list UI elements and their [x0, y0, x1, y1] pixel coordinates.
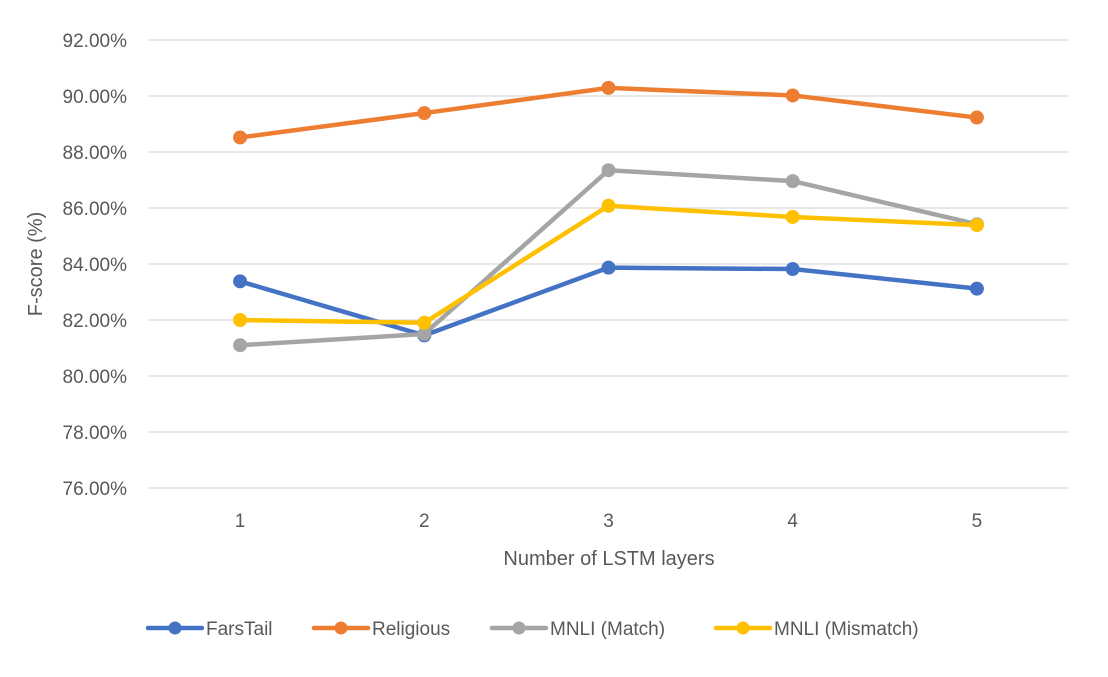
- data-point: [785, 174, 800, 189]
- y-tick-label: 92.00%: [63, 31, 128, 52]
- y-tick-label: 86.00%: [63, 199, 128, 220]
- legend-swatch-marker: [512, 621, 526, 635]
- data-point: [785, 209, 800, 224]
- series-line: [237, 167, 980, 348]
- legend-item: MNLI (Match): [489, 619, 665, 640]
- x-tick-label: 4: [787, 511, 798, 532]
- y-tick-label: 88.00%: [63, 143, 128, 164]
- series-religious: [233, 80, 984, 145]
- x-axis-title: Number of LSTM layers: [503, 548, 714, 570]
- series-line: [237, 265, 980, 338]
- data-point: [785, 262, 800, 277]
- data-point: [969, 281, 984, 296]
- series-group: [233, 80, 984, 353]
- data-point: [417, 106, 432, 121]
- legend: FarsTail Religious MNLI (Match) MNLI (Misma…: [145, 619, 919, 640]
- data-point: [785, 88, 800, 103]
- legend-item: FarsTail: [145, 619, 273, 640]
- legend-item: Religious: [311, 619, 450, 640]
- y-tick-label: 82.00%: [63, 311, 128, 332]
- legend-swatch-marker: [334, 621, 348, 635]
- series-farstail: [233, 260, 984, 343]
- y-tick-label: 84.00%: [63, 255, 128, 276]
- data-point: [601, 80, 616, 95]
- x-tick-label: 3: [603, 511, 614, 532]
- legend-label: MNLI (Mismatch): [774, 619, 919, 640]
- y-axis-ticks: 76.00% 78.00% 80.00% 82.00% 84.00% 86.00% 88.0…: [63, 31, 128, 500]
- series-mnli-mismatch: [233, 198, 984, 330]
- x-tick-label: 5: [972, 511, 983, 532]
- data-point: [233, 274, 248, 289]
- legend-label: MNLI (Match): [550, 619, 665, 640]
- x-axis-ticks: 1 2 3 4 5: [235, 511, 982, 532]
- data-point: [969, 110, 984, 125]
- legend-swatch-marker: [168, 621, 182, 635]
- data-point: [233, 338, 248, 353]
- y-tick-label: 80.00%: [63, 367, 128, 388]
- legend-swatch-marker: [736, 621, 750, 635]
- data-point: [233, 313, 248, 327]
- x-tick-label: 1: [235, 511, 246, 532]
- y-tick-label: 76.00%: [63, 479, 128, 500]
- data-point: [601, 260, 616, 275]
- series-line: [237, 85, 980, 140]
- y-tick-label: 78.00%: [63, 423, 128, 444]
- x-tick-label: 2: [419, 511, 430, 532]
- data-point: [601, 198, 616, 213]
- y-tick-label: 90.00%: [63, 87, 128, 108]
- data-point: [969, 218, 984, 233]
- legend-item: MNLI (Mismatch): [713, 619, 919, 640]
- data-point: [417, 315, 432, 330]
- data-point: [601, 163, 616, 178]
- legend-label: Religious: [372, 619, 450, 640]
- data-point: [233, 130, 248, 145]
- legend-label: FarsTail: [206, 619, 273, 640]
- y-axis-title: F-score (%): [25, 212, 47, 316]
